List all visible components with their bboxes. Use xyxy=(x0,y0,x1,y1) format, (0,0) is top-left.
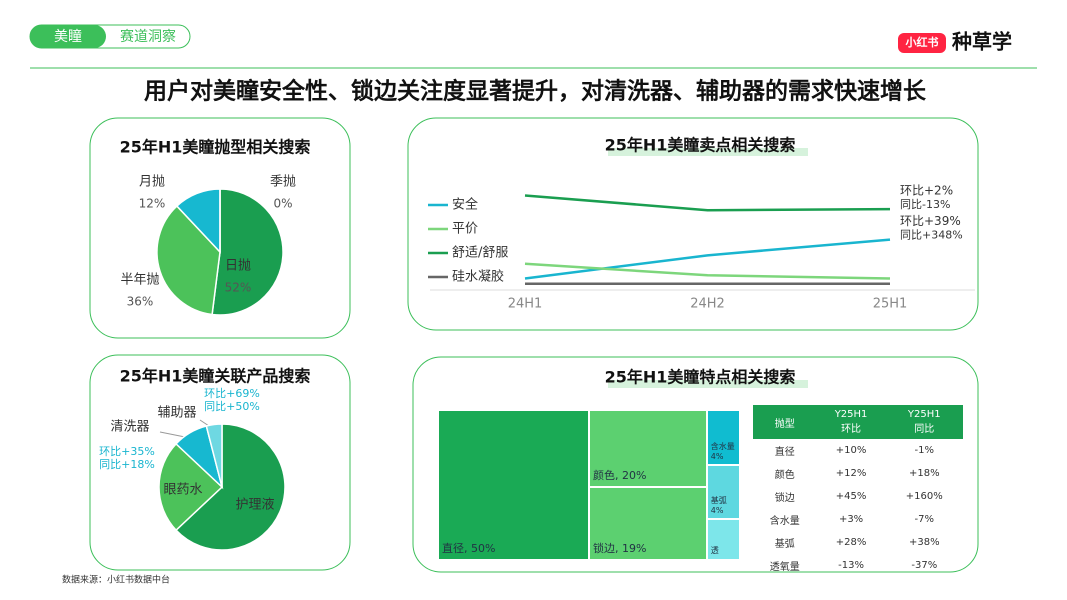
table-cell: +160% xyxy=(905,491,943,502)
line xyxy=(524,262,891,280)
table-header: Y25H1 同比 xyxy=(885,405,963,439)
brand: 种草学 xyxy=(951,30,1012,54)
table-cell: -7% xyxy=(914,514,935,525)
tab-active xyxy=(30,25,106,48)
panel xyxy=(407,117,979,331)
header-line: 抛型 xyxy=(774,418,795,430)
annotation: 同比+18% xyxy=(99,458,155,471)
end-label: 同比-13% xyxy=(900,198,950,211)
x-tick-label: 24H2 xyxy=(690,297,725,312)
chart-title: 25年H1美瞳卖点相关搜索 xyxy=(605,136,796,155)
table-cell: -13% xyxy=(838,560,864,571)
treemap-cell: 透 xyxy=(706,519,740,560)
pie-slice xyxy=(175,423,286,551)
panel xyxy=(412,356,979,573)
end-label: 同比+348% xyxy=(900,229,963,242)
panel xyxy=(89,354,351,571)
pie-slice xyxy=(156,205,221,316)
treemap-cell: 直径, 50% xyxy=(438,410,589,560)
page-title: 用户对美瞳安全性、锁边关注度显著提升，对清洗器、辅助器的需求快速增长 xyxy=(144,78,927,105)
line xyxy=(524,194,891,212)
table-row: 颜色 +12% +18% xyxy=(753,462,963,485)
treemap-cell: 颜色, 20% xyxy=(589,410,707,487)
slice-label: 护理液 xyxy=(235,498,274,513)
legend-label: 安全 xyxy=(452,197,478,213)
table-cell: -1% xyxy=(914,445,935,456)
slice-label: 眼药水 xyxy=(163,483,202,498)
tab[interactable]: 美瞳 xyxy=(54,28,82,45)
header-line: 环比 xyxy=(841,424,862,435)
title-underline xyxy=(608,148,808,156)
treemap-cell: 基弧 4% xyxy=(706,464,740,520)
annotation: 环比+35% xyxy=(99,445,155,458)
table-cell: +28% xyxy=(835,537,867,548)
table-cell: 锁边 xyxy=(774,493,795,504)
x-tick-label: 24H1 xyxy=(508,297,543,312)
x-tick-label: 25H1 xyxy=(873,297,908,312)
slice-label: 辅助器 xyxy=(157,406,196,421)
table-row: 直径 +10% -1% xyxy=(753,439,963,462)
slice-label: 季抛 xyxy=(270,175,296,190)
chart-title: 25年H1美瞳特点相关搜索 xyxy=(605,368,796,387)
table-header: 抛型 xyxy=(753,405,817,439)
chart-title: 25年H1美瞳抛型相关搜索 xyxy=(120,138,311,157)
pie-slice xyxy=(158,442,224,532)
table-cell: +18% xyxy=(908,468,940,479)
table-cell: +10% xyxy=(835,445,867,456)
pie-slice xyxy=(211,188,284,316)
end-label: 环比+2% xyxy=(900,184,953,198)
slice-label: 日抛 xyxy=(225,259,251,274)
slice-label: 清洗器 xyxy=(110,420,149,435)
title-underline xyxy=(608,380,808,388)
table-row: 含水量 +3% -7% xyxy=(753,508,963,531)
legend-label: 舒适/舒服 xyxy=(452,246,508,261)
line xyxy=(524,238,891,280)
table-cell: 基弧 xyxy=(774,539,795,550)
end-label: 环比+39% xyxy=(900,214,961,228)
table-row: 锁边 +45% +160% xyxy=(753,485,963,508)
source: 数据来源：小红书数据中台 xyxy=(62,574,170,586)
table-cell: 直径 xyxy=(774,447,795,458)
pie-slice xyxy=(205,423,223,488)
table-cell: 含水量 xyxy=(769,516,800,527)
table-header: Y25H1 环比 xyxy=(816,405,886,439)
header-line: Y25H1 xyxy=(834,409,868,420)
table-cell: +3% xyxy=(838,514,864,525)
table-row: 透氧量 -13% -37% xyxy=(753,554,963,577)
table-cell: -37% xyxy=(911,560,938,571)
header-line: 同比 xyxy=(914,424,935,435)
slice-label: 半年抛 xyxy=(120,273,159,288)
table-cell: 透氧量 xyxy=(769,562,800,573)
legend-label: 平价 xyxy=(452,222,478,237)
table-cell: 颜色 xyxy=(774,470,795,481)
header-line: Y25H1 xyxy=(907,409,941,420)
table-cell: +45% xyxy=(835,491,867,502)
annotation: 环比+69% xyxy=(204,387,260,400)
legend-label: 硅水凝胶 xyxy=(452,269,504,285)
chart-title: 25年H1美瞳关联产品搜索 xyxy=(120,367,311,386)
badge-bg xyxy=(898,33,946,53)
value-label: 36% xyxy=(127,295,154,309)
table-row: 基弧 +28% +38% xyxy=(753,531,963,554)
annotation: 同比+50% xyxy=(204,400,260,413)
panel xyxy=(89,117,351,339)
slice-label: 月抛 xyxy=(139,175,165,190)
table-cell: +12% xyxy=(835,468,867,479)
table-cell: +38% xyxy=(908,537,940,548)
value-label: 0% xyxy=(273,197,292,211)
tab[interactable]: 赛道洞察 xyxy=(120,28,176,45)
treemap-cell: 含水量 4% xyxy=(706,410,740,465)
treemap-cell: 锁边, 19% xyxy=(589,486,707,560)
table: 抛型 Y25H1 环比 Y25H1 同比直径 +10% -1% 颜色 +12% +18% 锁边 +45… xyxy=(753,405,963,577)
badge: 小红书 xyxy=(905,35,939,49)
value-label: 12% xyxy=(139,197,166,211)
value-label: 52% xyxy=(225,281,252,295)
